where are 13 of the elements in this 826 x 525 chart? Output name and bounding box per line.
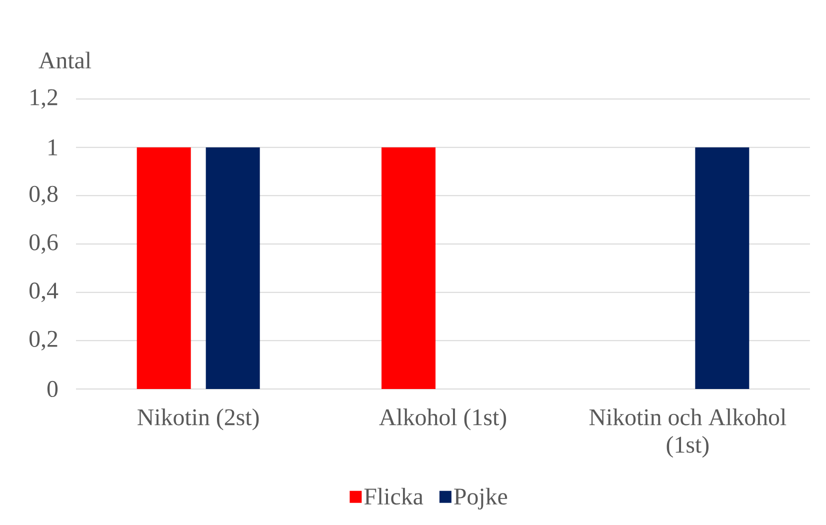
x-tick-label: Nikotin (2st) <box>138 408 259 430</box>
x-tick-label: Nikotin och Alkohol (1st) <box>589 408 786 458</box>
y-tick-label: 0,2 <box>30 330 58 350</box>
legend-label: Flicka <box>364 488 424 505</box>
y-tick-label: 0,8 <box>30 186 58 206</box>
y-tick-label: 0 <box>47 380 58 398</box>
y-tick-label: 1 <box>48 139 58 156</box>
y-tick-label: 1,2 <box>30 89 58 109</box>
y-tick-label: 0,6 <box>30 234 58 254</box>
legend-label: Pojke <box>454 488 508 510</box>
y-tick-label: 0,4 <box>30 282 58 302</box>
y-axis-title: Antal <box>38 52 92 69</box>
x-tick-label: Alkohol (1st) <box>379 408 506 430</box>
